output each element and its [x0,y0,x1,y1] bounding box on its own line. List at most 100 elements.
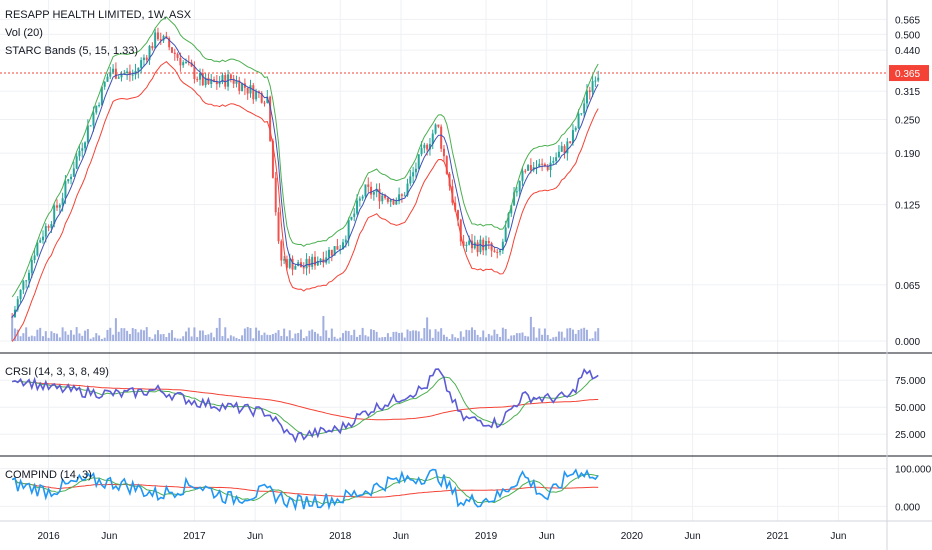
candle-body [221,75,224,83]
volume-bar [84,330,87,341]
volume-bar [297,333,300,341]
candle-body [204,77,207,86]
candle-body [255,91,258,100]
candle-body [431,133,434,145]
volume-bar [229,335,232,341]
volume-bar [442,334,445,341]
candle-body [521,170,524,181]
volume-bar [36,329,39,341]
volume-bar [280,335,283,341]
volume-bar [571,329,574,341]
candle-body [417,154,420,169]
candle-body [328,249,331,258]
candle-body [109,72,112,77]
volume-bar [594,331,597,341]
volume-bar [39,327,42,341]
volume-bar [221,336,224,341]
volume-bar [389,336,392,341]
candle-body [72,168,75,177]
candle-body [95,105,98,113]
volume-bar [285,336,288,341]
volume-bar [117,331,120,341]
volume-bar [257,330,260,341]
candle-body [462,241,465,246]
volume-bar [162,333,165,341]
candle-body [213,79,216,82]
volume-bar [454,337,457,341]
legend-crsi[interactable]: CRSI (14, 3, 3, 8, 49) [5,366,109,378]
candle-body [168,38,171,48]
candle-body [440,126,443,149]
candle-body [297,262,300,267]
candle-body [148,46,151,60]
x-tick-label: Jun [101,531,117,542]
legend-volume[interactable]: Vol (20) [5,27,43,39]
volume-bar [182,336,185,341]
volume-bar [302,337,305,341]
crsi-pane[interactable] [11,368,599,444]
candle-body [496,251,499,253]
candle-body [400,194,403,196]
candle-body [529,165,532,171]
volume-bar [344,330,347,341]
volume-bar [560,331,563,341]
candle-body [356,200,359,214]
volume-bar [395,331,398,341]
volume-bar [19,336,22,341]
volume-bar [471,327,474,341]
legend-starc[interactable]: STARC Bands (5, 15, 1.33) [5,45,138,57]
volume-bar [541,334,544,341]
candle-body [485,240,488,251]
volume-bar [50,331,53,341]
volume-bar [361,327,364,341]
candle-body [350,216,353,220]
candle-body [207,77,210,85]
candle-body [126,71,129,74]
volume-bar [241,335,244,341]
candle-body [173,52,176,55]
candle-body [409,176,412,184]
volume-bar [403,337,406,341]
candle-body [123,73,126,75]
volume-bar [165,337,168,341]
volume-bar [126,330,129,341]
candle-body [406,183,409,196]
volume-bar [543,328,546,341]
candle-body [583,103,586,114]
candle-body [81,148,84,151]
volume-bar [459,331,462,341]
candle-body [56,205,59,208]
volume-bar [199,330,202,341]
candle-body [392,199,395,205]
volume-bar [156,330,159,341]
candle-body [333,246,336,256]
candle-body [114,68,117,79]
legend-symbol[interactable]: RESAPP HEALTH LIMITED, 1W, ASX [5,9,192,21]
candle-body [459,219,462,242]
volume-bar [137,332,140,341]
volume-bar [597,328,600,341]
volume-bar [507,338,510,341]
candle-body [184,62,187,64]
volume-bar [277,330,280,341]
candle-body [414,168,417,173]
volume-bar [384,337,387,341]
candle-body [549,162,552,170]
volume-bar [33,336,36,341]
y-tick-label: 75.000 [895,376,926,387]
candle-body [504,227,507,242]
volume-bar [128,334,131,341]
volume-bar [476,334,479,341]
legend-compind[interactable]: COMPIND (14, 3) [5,469,92,481]
price-pane[interactable] [11,16,600,342]
candle-body [515,191,518,193]
candle-body [546,166,549,170]
candle-body [437,124,440,127]
candle-body [384,195,387,198]
compind-pane[interactable] [11,468,599,512]
volume-bar [56,333,59,341]
candle-body [591,81,594,93]
volume-bar [358,334,361,341]
volume-bar [532,327,535,341]
volume-bar [72,334,75,341]
